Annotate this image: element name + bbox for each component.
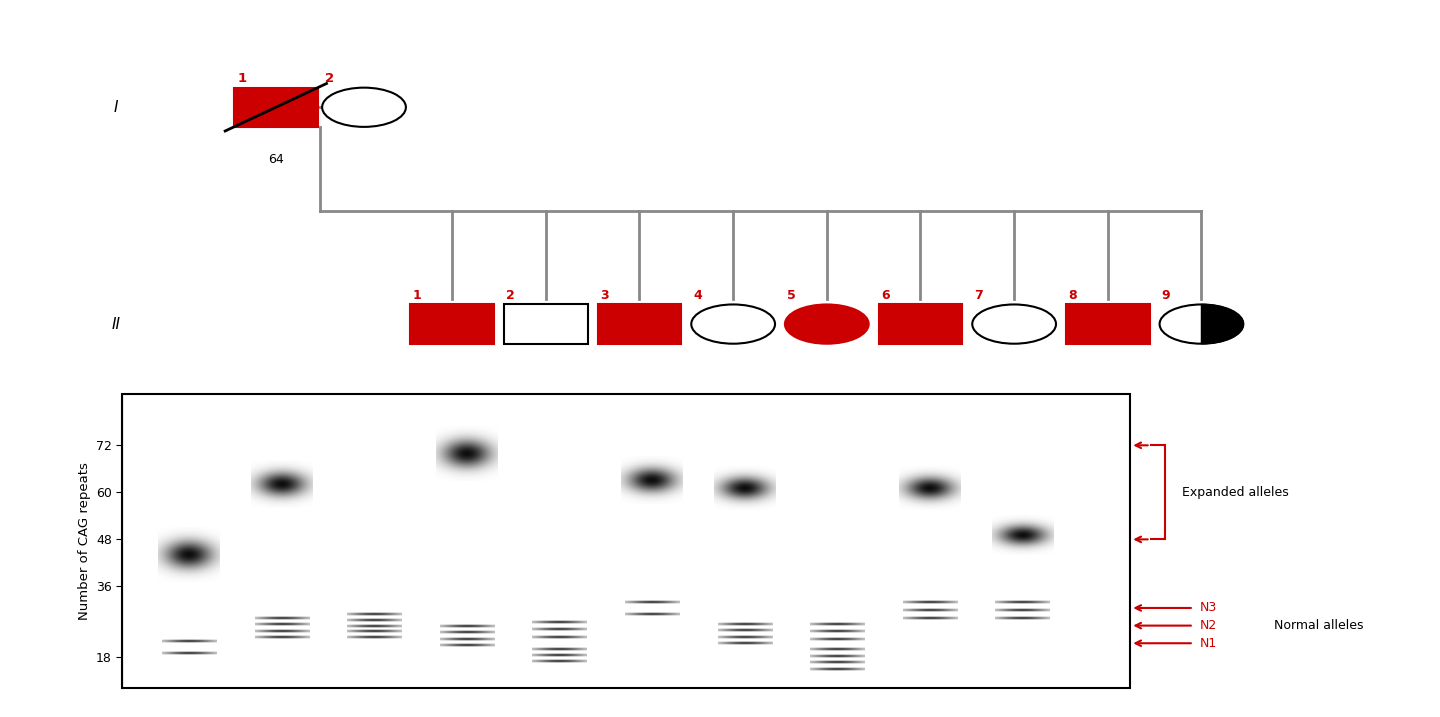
Circle shape [323, 87, 406, 127]
Text: 6: 6 [881, 289, 890, 302]
Text: 9: 9 [1162, 289, 1171, 302]
Circle shape [785, 305, 868, 343]
Text: Normal alleles: Normal alleles [1274, 619, 1364, 632]
Bar [233, 87, 318, 127]
Bar [598, 305, 681, 343]
Text: 4: 4 [694, 289, 703, 302]
Text: 5: 5 [788, 289, 796, 302]
Bar [504, 305, 588, 343]
Text: 1: 1 [412, 289, 422, 302]
Text: I: I [114, 100, 118, 115]
Y-axis label: Number of CAG repeats: Number of CAG repeats [78, 462, 91, 620]
Text: N1: N1 [1200, 637, 1217, 650]
Bar [1066, 305, 1149, 343]
Text: 7: 7 [975, 289, 984, 302]
Text: 3: 3 [600, 289, 609, 302]
Bar [878, 305, 962, 343]
Text: Expanded alleles: Expanded alleles [1182, 486, 1289, 499]
Bar [410, 305, 494, 343]
Text: 1: 1 [238, 72, 246, 85]
Text: 8: 8 [1068, 289, 1077, 302]
Text: N2: N2 [1200, 619, 1217, 632]
Text: II: II [111, 317, 121, 331]
Circle shape [1159, 305, 1243, 343]
Circle shape [972, 305, 1056, 343]
Polygon shape [1201, 305, 1243, 343]
Text: N3: N3 [1200, 602, 1217, 614]
Circle shape [691, 305, 775, 343]
Text: 2: 2 [505, 289, 516, 302]
Text: 2: 2 [325, 72, 334, 85]
Text: 64: 64 [268, 153, 284, 166]
